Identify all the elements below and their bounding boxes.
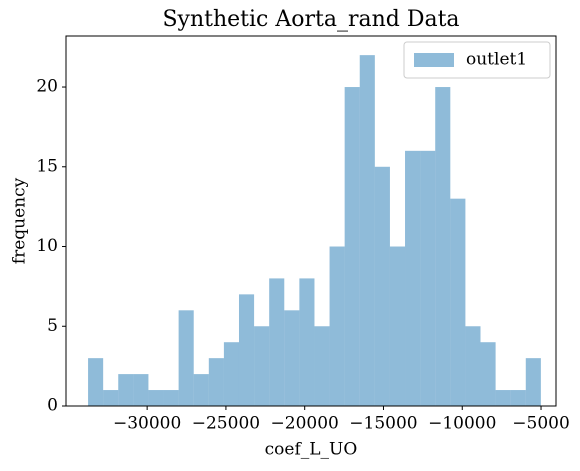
y-tick-label: 5 <box>47 316 58 336</box>
bar <box>299 278 315 406</box>
bar <box>495 390 511 406</box>
x-tick-label: −10000 <box>428 414 496 434</box>
x-tick-label: −30000 <box>113 414 181 434</box>
bar <box>329 246 345 406</box>
bar <box>148 390 164 406</box>
x-tick-label: −25000 <box>192 414 260 434</box>
bar <box>465 326 481 406</box>
bar <box>525 358 541 406</box>
bar <box>344 87 360 406</box>
bar <box>133 374 149 406</box>
bar <box>178 310 194 406</box>
bar <box>374 166 390 406</box>
plot-frame <box>65 35 557 407</box>
x-tick-label: −20000 <box>271 414 339 434</box>
y-tick-label: 20 <box>36 77 58 97</box>
y-tick-label: 0 <box>47 396 58 416</box>
bar <box>420 150 436 406</box>
legend-box <box>403 41 551 79</box>
bar <box>193 374 209 406</box>
bar <box>118 374 134 406</box>
legend-label: outlet1 <box>466 50 527 70</box>
bar <box>510 390 526 406</box>
y-tick-label: 15 <box>36 156 58 176</box>
x-tick-label: −5000 <box>512 414 570 434</box>
bar <box>223 342 239 406</box>
legend-swatch <box>414 53 454 67</box>
bar <box>254 326 270 406</box>
bar <box>405 150 421 406</box>
bar <box>208 358 224 406</box>
bar <box>284 310 300 406</box>
y-axis-label: frequency <box>10 177 30 264</box>
bar <box>103 390 119 406</box>
x-tick-label: −15000 <box>349 414 417 434</box>
chart-title: Synthetic Aorta_rand Data <box>162 7 459 32</box>
bar <box>269 278 285 406</box>
bar <box>435 87 451 406</box>
bar <box>389 246 406 406</box>
x-axis-label: coef_L_UO <box>265 440 358 460</box>
bar <box>314 326 330 406</box>
bar <box>480 342 496 406</box>
bar <box>359 55 375 406</box>
bar <box>88 358 104 406</box>
bar <box>450 198 466 406</box>
bar <box>163 390 179 406</box>
y-tick-label: 10 <box>36 236 58 256</box>
bar <box>238 294 255 406</box>
